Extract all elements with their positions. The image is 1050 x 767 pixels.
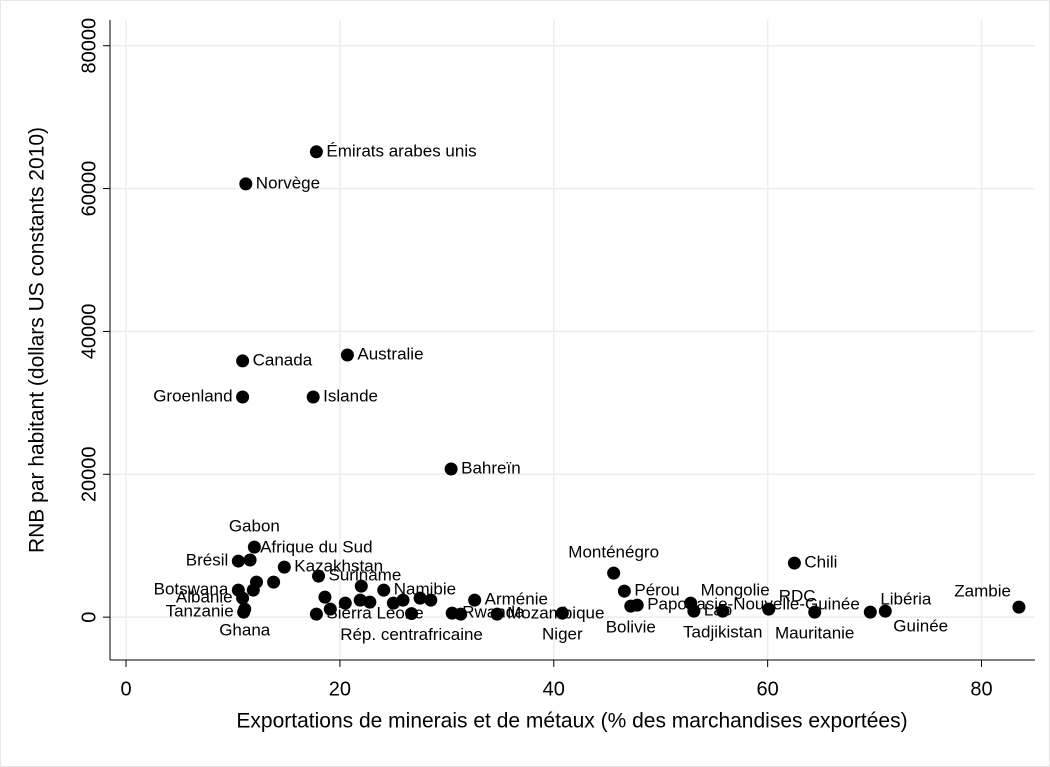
point-label: Mozambique (507, 604, 604, 623)
point (246, 583, 260, 597)
y-tick-label: 20000 (78, 446, 100, 502)
point (396, 593, 410, 607)
point (687, 604, 701, 618)
point (238, 602, 252, 616)
point (363, 595, 377, 609)
point-label: Monténégro (568, 543, 659, 562)
x-tick-label: 20 (329, 678, 351, 700)
point (247, 540, 261, 554)
point (309, 145, 323, 159)
point-label: Rép. centrafricaine (340, 625, 483, 644)
point (236, 354, 250, 368)
point-label: Afrique du Sud (260, 537, 372, 556)
point (231, 554, 245, 568)
point (340, 348, 354, 362)
point-label: Émirats arabes unis (326, 141, 476, 160)
point-label: Chili (804, 553, 837, 572)
point (444, 462, 458, 476)
point-label: Mauritanie (775, 624, 854, 643)
y-tick-label: 60000 (78, 161, 100, 217)
point-label: Zambie (954, 582, 1011, 601)
point-label: Canada (253, 350, 313, 369)
point-label: Namibie (394, 580, 456, 599)
point (243, 553, 257, 567)
point (490, 607, 504, 621)
point (323, 602, 337, 616)
point (267, 575, 281, 589)
point-label: Guinée (893, 617, 948, 636)
point-label: Australie (357, 344, 423, 363)
point-label: Libéria (880, 590, 932, 609)
x-tick-label: 80 (970, 678, 992, 700)
point (312, 569, 326, 583)
point (338, 596, 352, 610)
point (607, 566, 621, 580)
point (424, 593, 438, 607)
point (624, 599, 638, 613)
point (454, 607, 468, 621)
point (787, 556, 801, 570)
point-label: Brésil (186, 551, 229, 570)
point-label: Mongolie (701, 581, 770, 600)
x-tick-label: 0 (120, 678, 131, 700)
point-label: Bahreïn (461, 458, 521, 477)
point (309, 607, 323, 621)
y-tick-label: 80000 (78, 18, 100, 74)
point (405, 607, 419, 621)
point-label: Sierra Leone (326, 604, 423, 623)
point (863, 605, 877, 619)
point-label: Norvège (256, 173, 320, 192)
point (808, 605, 822, 619)
point (277, 560, 291, 574)
point (716, 604, 730, 618)
point (239, 177, 253, 191)
y-tick-label: 0 (78, 612, 100, 623)
point (413, 591, 427, 605)
point (306, 390, 320, 404)
point-label: RDC (779, 587, 816, 606)
point (236, 390, 250, 404)
y-axis-title: RNB par habitant (dollars US constants 2… (26, 127, 49, 553)
point-label: Albanie (176, 588, 233, 607)
x-tick-label: 40 (543, 678, 565, 700)
point (236, 591, 250, 605)
x-axis-title: Exportations de minerais et de métaux (%… (236, 710, 907, 733)
point-label: Botswana (154, 580, 229, 599)
point (318, 590, 332, 604)
x-tick-label: 60 (757, 678, 779, 700)
point-label: Ghana (219, 621, 271, 640)
point (762, 602, 776, 616)
point-label: Islande (323, 386, 378, 405)
point-label: Pérou (634, 581, 679, 600)
point (555, 606, 569, 620)
y-tick-label: 40000 (78, 304, 100, 360)
point (377, 583, 391, 597)
point-label: Bolivie (606, 618, 656, 637)
point-label: Papouasie-Nouvelle-Guinée (647, 595, 860, 614)
point (878, 604, 892, 618)
point-label: Tanzanie (166, 602, 234, 621)
point (617, 584, 631, 598)
point-label: Tadjikistan (683, 623, 762, 642)
point-label: Niger (542, 625, 583, 644)
point (1012, 600, 1026, 614)
point-label: Arménie (485, 590, 548, 609)
point-label: Groenland (153, 386, 232, 405)
point-label: Gabon (229, 517, 280, 536)
point (468, 593, 482, 607)
point (354, 579, 368, 593)
point-label: Suriname (329, 566, 402, 585)
